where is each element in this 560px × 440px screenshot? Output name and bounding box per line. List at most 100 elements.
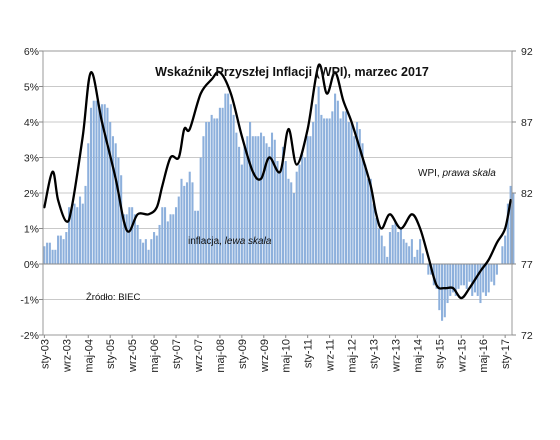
inflation-bar xyxy=(150,239,153,264)
inflation-bar xyxy=(364,164,367,264)
x-tick-label: wrz-15 xyxy=(456,339,468,373)
wpi-line-layer xyxy=(43,63,512,300)
inflation-bar xyxy=(177,196,180,264)
inflation-bar xyxy=(166,221,169,264)
inflation-bar xyxy=(495,264,498,275)
x-tick-label: sty-09 xyxy=(237,339,249,369)
inflation-bar xyxy=(111,136,114,264)
inflation-bar xyxy=(320,114,323,265)
inflation-bar xyxy=(301,153,304,264)
x-tick-label: sty-17 xyxy=(500,339,512,369)
inflation-bar xyxy=(375,217,378,264)
inflation-bar xyxy=(457,264,460,289)
inflation-bars xyxy=(43,86,515,321)
inflation-bar xyxy=(427,264,430,275)
left-tick-label: -2% xyxy=(20,330,39,342)
inflation-bar xyxy=(169,214,172,264)
right-tick-label: 92 xyxy=(521,46,533,58)
inflation-bar xyxy=(89,107,93,264)
inflation-bar xyxy=(43,246,46,264)
inflation-annotation: inflacja, lewa skala xyxy=(188,236,272,247)
inflation-bar xyxy=(57,235,60,264)
inflation-bar xyxy=(125,214,128,264)
inflation-bar xyxy=(183,185,186,264)
inflation-bar xyxy=(309,136,312,264)
inflation-bar xyxy=(377,228,381,264)
inflation-bar xyxy=(54,249,57,264)
wpi-annotation-name: WPI, xyxy=(418,168,440,179)
wpi-annotation-scale: prawa skala xyxy=(441,168,496,179)
right-tick-label: 82 xyxy=(521,188,533,200)
inflation-bar xyxy=(103,104,106,264)
inflation-bar xyxy=(235,132,238,264)
inflation-bar xyxy=(100,104,104,264)
inflation-bar xyxy=(314,104,317,264)
inflation-bar xyxy=(501,246,504,264)
left-tick-label: 5% xyxy=(24,82,39,94)
inflation-bar xyxy=(76,207,79,264)
x-tick-label: wrz-05 xyxy=(127,339,139,373)
x-tick-label: wrz-09 xyxy=(259,339,271,373)
inflation-bar xyxy=(73,203,76,264)
inflation-bar xyxy=(46,242,49,264)
inflation-bar xyxy=(462,264,466,286)
inflation-bar xyxy=(358,129,361,264)
inflation-bar xyxy=(62,239,65,264)
inflation-bar xyxy=(65,232,68,264)
inflation-bar xyxy=(449,264,452,296)
inflation-bar xyxy=(386,256,389,264)
inflation-bar xyxy=(139,239,142,264)
inflation-bar xyxy=(153,232,156,264)
chart-title: Wskaźnik Przyszłej Inflacji (WPI), marze… xyxy=(155,65,429,79)
inflation-bar xyxy=(196,210,199,264)
inflation-bar xyxy=(339,118,342,264)
inflation-bar xyxy=(369,178,372,264)
inflation-bar xyxy=(356,122,359,264)
inflation-annotation-name: inflacja, xyxy=(188,236,222,247)
inflation-bar xyxy=(394,221,397,264)
x-tick-label: maj-10 xyxy=(281,339,293,373)
inflation-bar xyxy=(210,114,213,265)
inflation-bar xyxy=(144,239,147,264)
inflation-bar xyxy=(323,118,326,264)
inflation-bar xyxy=(172,214,175,264)
inflation-bar xyxy=(218,107,221,264)
inflation-bar xyxy=(361,143,364,264)
inflation-bar xyxy=(70,207,73,264)
inflation-bar xyxy=(380,235,383,264)
inflation-bar xyxy=(207,122,210,264)
wpi-line xyxy=(43,63,512,300)
inflation-bar xyxy=(402,239,405,264)
inflation-bar xyxy=(345,111,348,264)
inflation-bar xyxy=(460,264,463,286)
inflation-annotation-scale: lewa skala xyxy=(225,236,272,247)
left-tick-label: 0% xyxy=(24,259,39,271)
inflation-bar xyxy=(347,122,350,264)
inflation-bar xyxy=(106,107,109,264)
inflation-bar xyxy=(410,239,413,264)
left-tick-label: 2% xyxy=(24,188,39,200)
inflation-bar xyxy=(109,122,112,264)
inflation-bar xyxy=(273,139,276,264)
inflation-bar xyxy=(87,143,90,264)
inflation-bar xyxy=(331,111,334,264)
inflation-bar xyxy=(290,182,293,264)
inflation-bar xyxy=(504,235,507,264)
inflation-bar xyxy=(451,264,455,293)
inflation-bar xyxy=(147,249,150,264)
inflation-bar xyxy=(468,264,471,282)
inflation-bar xyxy=(421,253,424,264)
x-tick-label: wrz-03 xyxy=(61,339,73,373)
inflation-bar xyxy=(317,86,320,264)
x-tick-label: wrz-07 xyxy=(193,339,205,373)
inflation-bar xyxy=(174,207,178,264)
inflation-bar xyxy=(397,232,400,264)
inflation-bar xyxy=(229,104,232,264)
inflation-bar xyxy=(48,242,51,264)
inflation-bar xyxy=(388,232,391,264)
inflation-bar xyxy=(68,207,71,264)
inflation-bar xyxy=(405,242,408,264)
inflation-bar xyxy=(194,210,197,264)
inflation-bar xyxy=(136,224,139,264)
inflation-bar xyxy=(122,214,125,264)
